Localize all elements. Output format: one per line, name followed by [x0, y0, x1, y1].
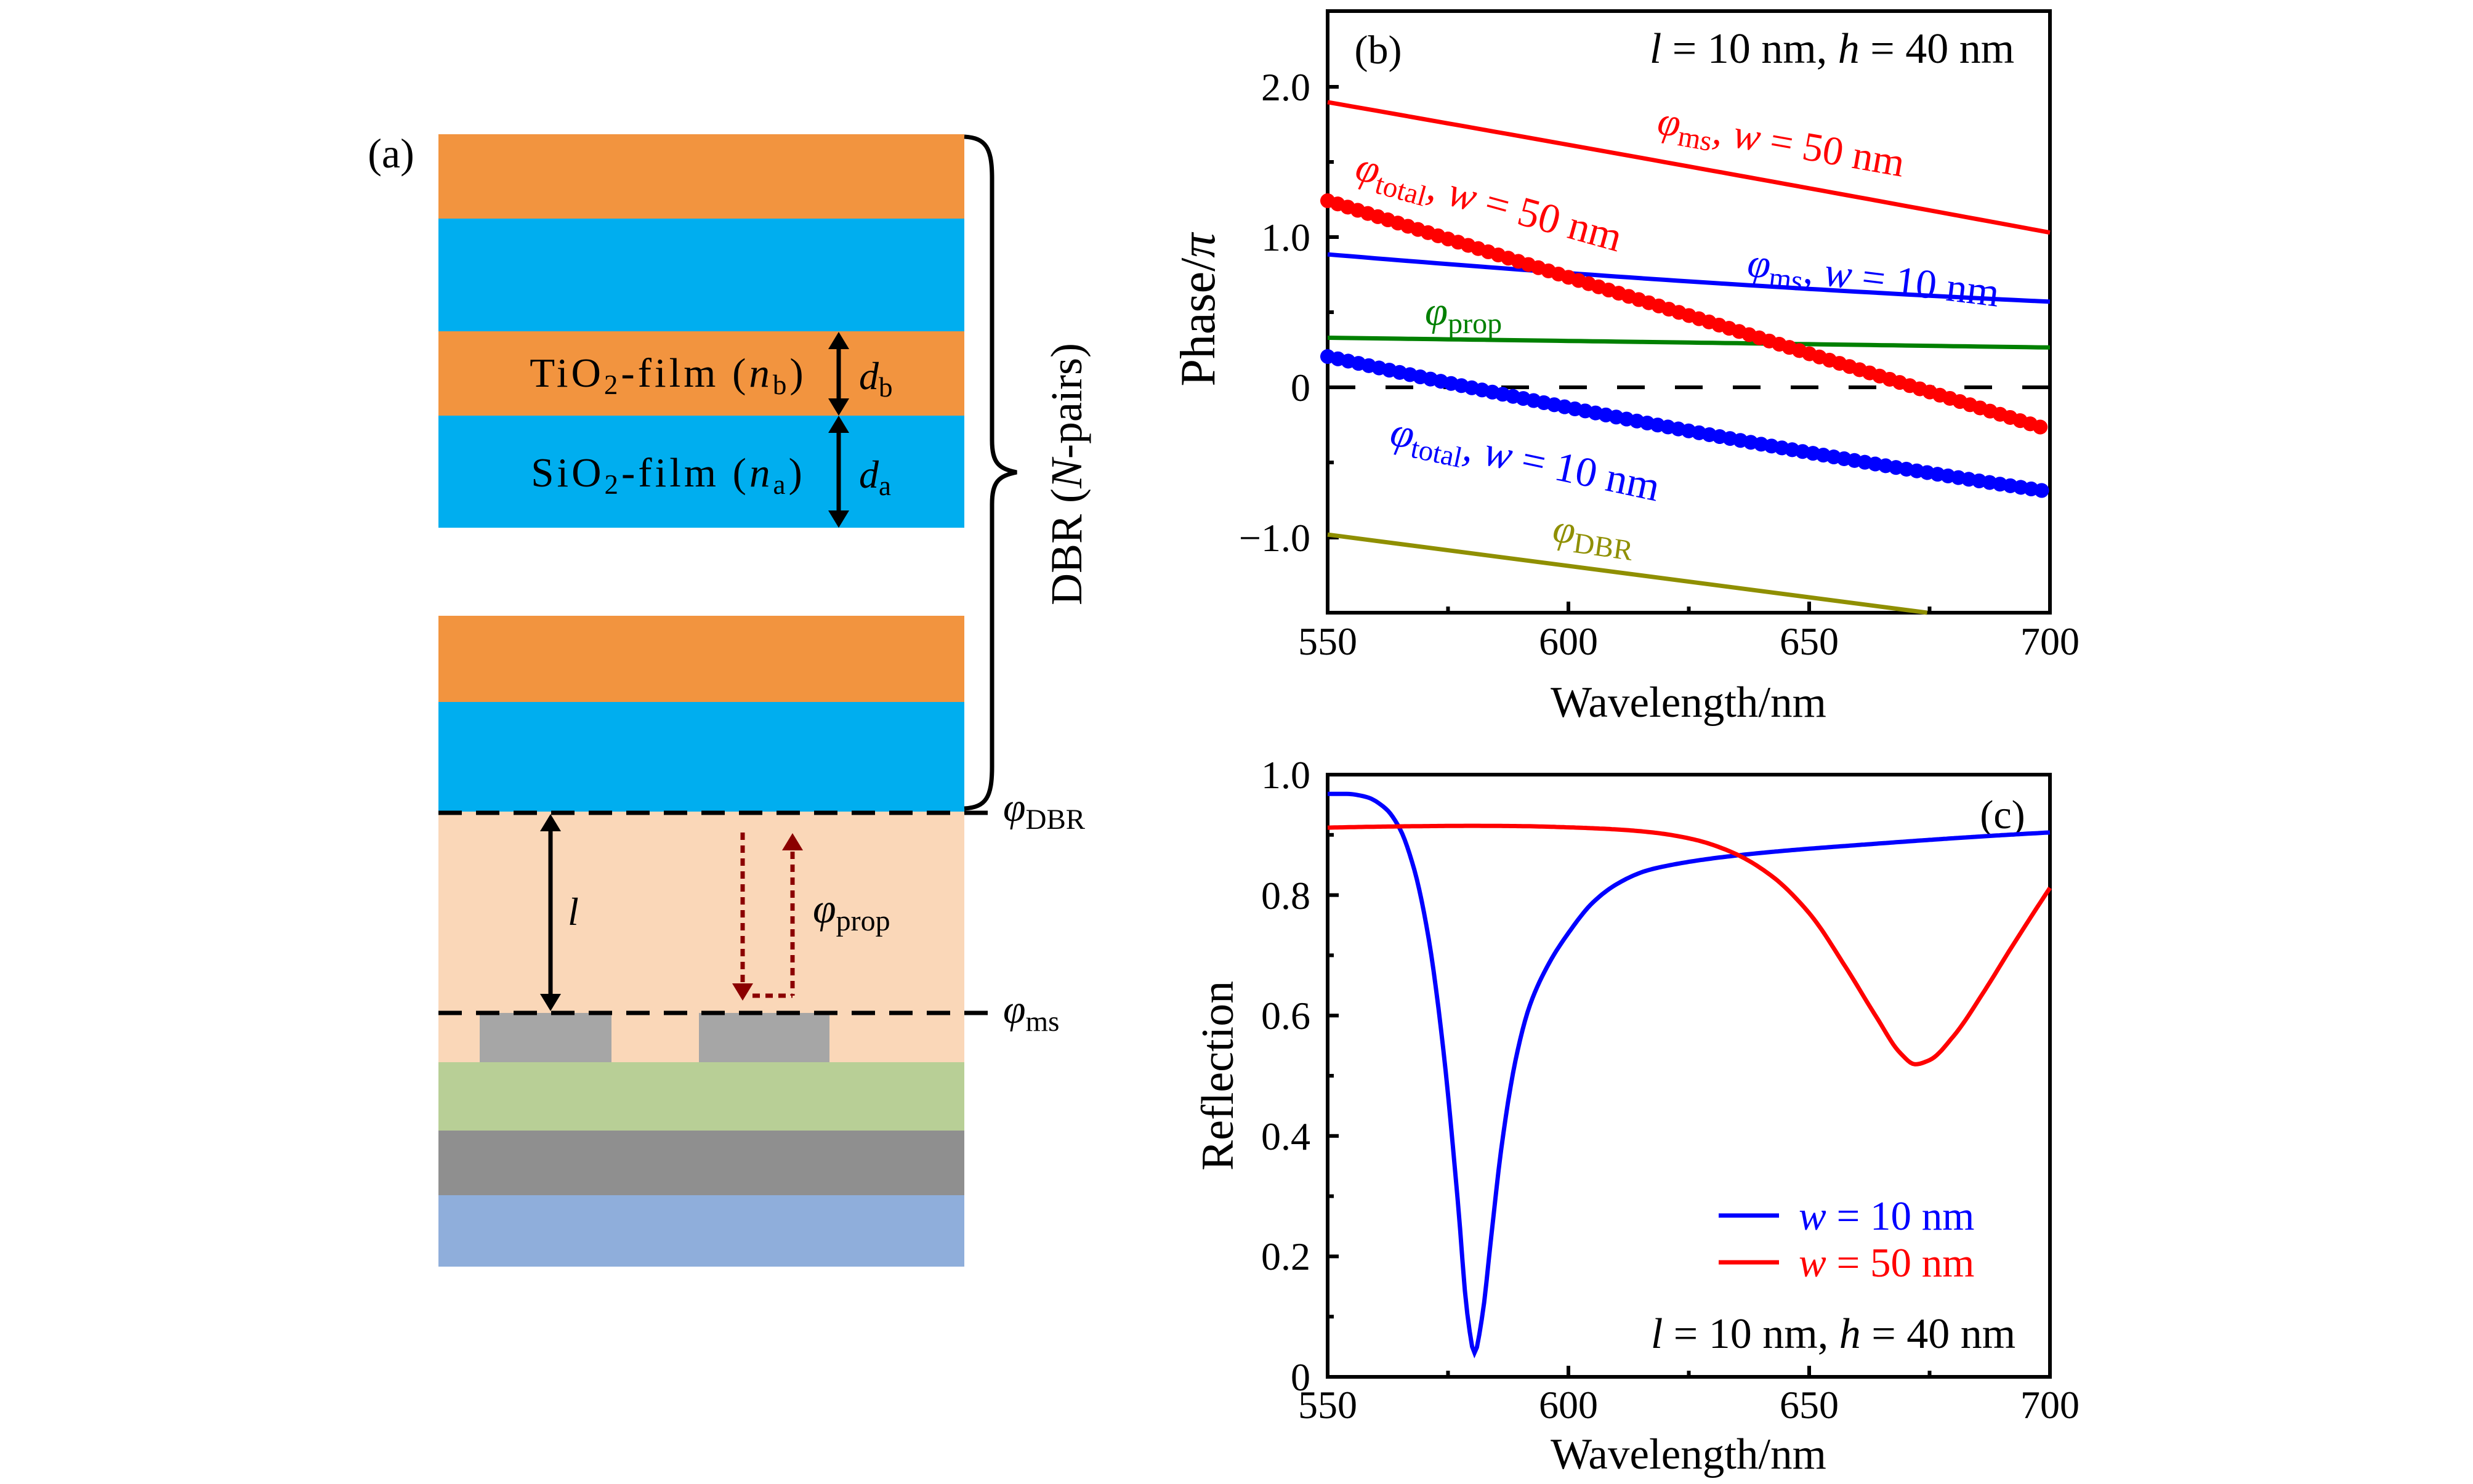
svg-text:1.0: 1.0 [1261, 216, 1310, 259]
svg-text:(b): (b) [1355, 28, 1402, 73]
svg-text:550: 550 [1298, 1383, 1357, 1427]
svg-text:0.2: 0.2 [1261, 1235, 1310, 1278]
svg-text:Reflection: Reflection [1193, 981, 1243, 1171]
svg-text:0.6: 0.6 [1261, 994, 1310, 1038]
svg-text:1.0: 1.0 [1261, 753, 1310, 797]
svg-text:0.4: 0.4 [1261, 1115, 1310, 1158]
svg-text:550: 550 [1298, 619, 1357, 663]
svg-text:−1.0: −1.0 [1239, 516, 1310, 560]
svg-text:600: 600 [1539, 619, 1598, 663]
svg-text:Wavelength/nm: Wavelength/nm [1551, 1430, 1826, 1478]
svg-text:650: 650 [1780, 619, 1839, 663]
svg-text:db: db [859, 354, 893, 403]
svg-text:(a): (a) [368, 130, 414, 177]
svg-text:da: da [859, 453, 891, 501]
svg-text:l = 10 nm, h = 40 nm: l = 10 nm, h = 40 nm [1650, 25, 2014, 73]
svg-text:φprop: φprop [813, 885, 890, 937]
svg-text:w = 10 nm: w = 10 nm [1799, 1193, 1974, 1239]
svg-text:2.0: 2.0 [1261, 65, 1310, 109]
svg-text:650: 650 [1780, 1383, 1839, 1427]
svg-text:φDBR: φDBR [1003, 785, 1086, 836]
svg-text:TiO2-film (nb): TiO2-film (nb) [530, 350, 806, 400]
svg-text:0: 0 [1291, 1355, 1310, 1399]
svg-text:700: 700 [2020, 1383, 2080, 1427]
svg-text:l: l [568, 890, 579, 934]
svg-text:φprop: φprop [1425, 289, 1502, 340]
svg-text:(c): (c) [1980, 792, 2025, 837]
svg-text:0: 0 [1291, 366, 1310, 409]
svg-text:l = 10 nm, h = 40 nm: l = 10 nm, h = 40 nm [1651, 1310, 2015, 1358]
svg-text:DBR (N-pairs): DBR (N-pairs) [1042, 343, 1091, 605]
svg-text:Wavelength/nm: Wavelength/nm [1551, 679, 1826, 727]
svg-text:φms: φms [1003, 987, 1059, 1038]
svg-text:w = 50 nm: w = 50 nm [1799, 1240, 1974, 1286]
svg-text:700: 700 [2020, 619, 2080, 663]
svg-text:Phase/π: Phase/π [1171, 232, 1225, 387]
svg-text:0.8: 0.8 [1261, 874, 1310, 917]
svg-text:SiO2-film (na): SiO2-film (na) [531, 450, 805, 500]
svg-text:600: 600 [1539, 1383, 1598, 1427]
